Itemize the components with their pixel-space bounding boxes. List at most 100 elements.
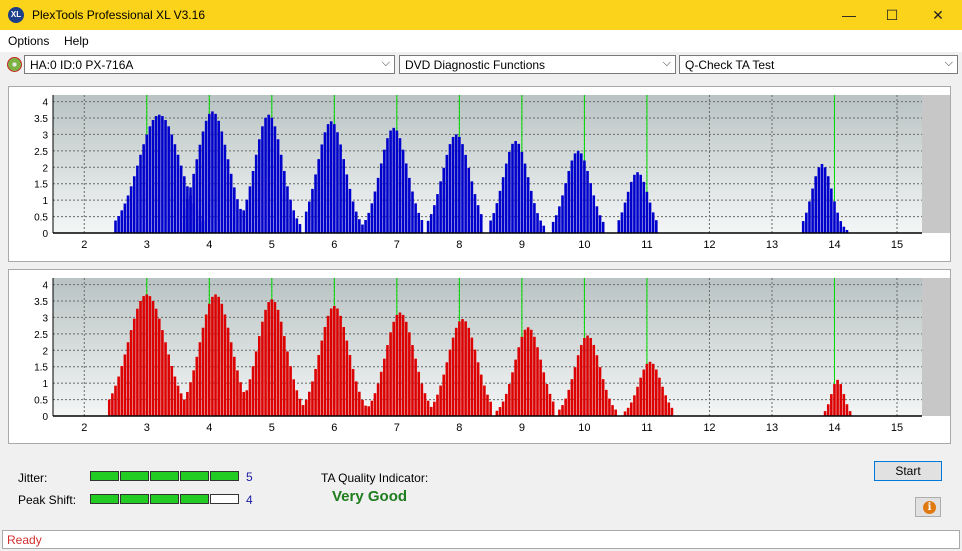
chevron-down-icon: ⌵	[381, 57, 390, 69]
data-bar	[251, 170, 255, 233]
data-bar	[454, 134, 458, 233]
x-tick-label: 10	[578, 422, 590, 434]
data-bar	[805, 212, 808, 233]
data-bar	[564, 398, 567, 416]
data-bar	[323, 132, 327, 233]
data-bar	[329, 121, 333, 233]
x-tick-label: 4	[206, 422, 212, 434]
data-bar	[239, 208, 242, 233]
data-bar	[298, 398, 302, 416]
data-bar	[173, 376, 177, 416]
data-bar	[570, 379, 574, 416]
data-bar	[439, 181, 442, 233]
data-bar	[814, 176, 818, 233]
data-bar	[207, 303, 211, 416]
data-bar	[458, 321, 461, 416]
data-bar	[195, 356, 199, 416]
data-bar	[542, 372, 546, 416]
data-bar	[586, 335, 589, 416]
data-bar	[226, 327, 230, 416]
data-bar	[139, 300, 142, 416]
data-bar	[170, 134, 174, 233]
data-bar	[836, 379, 839, 416]
data-bar	[567, 170, 571, 233]
data-bar	[295, 390, 299, 416]
data-bar	[157, 114, 161, 233]
x-tick-label: 11	[641, 422, 652, 434]
data-bar	[439, 385, 442, 416]
data-bar	[223, 314, 227, 416]
y-tick-label: 2.5	[34, 330, 48, 341]
data-bar	[145, 294, 149, 416]
data-bar	[389, 332, 392, 416]
data-bar	[201, 131, 205, 233]
data-bar	[801, 221, 805, 233]
data-bar	[570, 160, 574, 233]
x-tick-label: 8	[456, 239, 462, 251]
data-bar	[642, 369, 646, 416]
data-bar	[370, 400, 374, 416]
y-tick-label: 1.5	[34, 180, 48, 191]
title-bar: XL PlexTools Professional XL V3.16 — ☐ ✕	[0, 0, 962, 30]
y-tick-label: 3.5	[34, 114, 48, 125]
data-bar	[579, 153, 583, 233]
data-bar	[420, 383, 424, 416]
x-tick-label: 14	[828, 239, 840, 251]
minimize-button[interactable]: —	[842, 7, 856, 23]
menu-help[interactable]: Help	[64, 34, 89, 48]
data-bar	[620, 212, 624, 233]
data-bar	[345, 174, 349, 233]
y-tick-label: 3	[42, 313, 48, 324]
y-tick-label: 4	[42, 281, 48, 292]
data-bar	[598, 215, 602, 233]
data-bar	[458, 136, 461, 233]
data-bar	[217, 296, 220, 416]
menu-options[interactable]: Options	[8, 34, 50, 48]
data-bar	[176, 154, 180, 233]
close-button[interactable]: ✕	[932, 7, 944, 23]
data-bar	[370, 203, 374, 233]
data-bar	[504, 393, 508, 416]
data-bar	[395, 130, 399, 233]
status-text: Ready	[7, 533, 42, 547]
test-select-value: Q-Check TA Test	[685, 58, 775, 72]
start-button[interactable]: Start	[874, 461, 942, 481]
x-tick-label: 4	[206, 239, 212, 251]
x-tick-label: 9	[519, 239, 525, 251]
data-bar	[198, 144, 202, 233]
x-tick-label: 12	[703, 239, 715, 251]
data-bar	[214, 294, 217, 416]
function-select[interactable]: DVD Diagnostic Functions ⌵	[399, 55, 676, 74]
data-bar	[495, 410, 499, 416]
info-button[interactable]: i	[915, 497, 941, 517]
data-bar	[667, 402, 671, 416]
drive-select[interactable]: HA:0 ID:0 PX-716A ⌵	[24, 55, 395, 74]
data-bar	[836, 212, 839, 233]
data-bar	[345, 340, 349, 416]
data-bar	[445, 154, 449, 233]
data-bar	[295, 218, 299, 233]
data-bar	[157, 318, 161, 416]
data-bar	[239, 382, 242, 416]
data-bar	[595, 355, 599, 416]
data-bar	[820, 164, 824, 233]
x-tick-label: 6	[331, 239, 337, 251]
data-bar	[826, 404, 830, 416]
data-bar	[654, 369, 658, 416]
data-bar	[189, 382, 192, 416]
data-bar	[132, 176, 136, 233]
chevron-down-icon: ⌵	[662, 57, 671, 69]
data-bar	[658, 377, 661, 416]
data-bar	[823, 167, 827, 233]
data-bar	[626, 191, 630, 233]
data-bar	[114, 385, 117, 416]
data-bar	[429, 214, 433, 233]
x-tick-label: 15	[891, 422, 903, 434]
maximize-button[interactable]: ☐	[885, 7, 899, 23]
data-bar	[595, 206, 599, 233]
data-bar	[636, 386, 639, 416]
meter-segment	[150, 471, 179, 481]
peak-shift-value: 4	[246, 493, 253, 507]
data-bar	[245, 390, 249, 416]
test-select[interactable]: Q-Check TA Test ⌵	[679, 55, 958, 74]
